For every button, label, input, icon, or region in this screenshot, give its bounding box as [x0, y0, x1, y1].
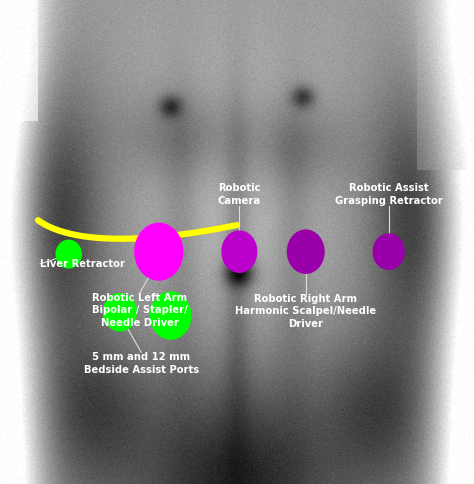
Text: 5 mm and 12 mm
Bedside Assist Ports: 5 mm and 12 mm Bedside Assist Ports: [84, 352, 199, 375]
Ellipse shape: [287, 229, 325, 274]
Text: Robotic Left Arm
Bipolar / Stapler/
Needle Driver: Robotic Left Arm Bipolar / Stapler/ Need…: [92, 293, 188, 328]
Ellipse shape: [134, 223, 183, 281]
Text: Robotic Assist
Grasping Retractor: Robotic Assist Grasping Retractor: [335, 183, 443, 206]
Text: Robotic
Camera: Robotic Camera: [218, 183, 261, 206]
Ellipse shape: [103, 293, 137, 332]
Ellipse shape: [150, 291, 191, 340]
Ellipse shape: [373, 233, 405, 270]
Ellipse shape: [221, 230, 257, 273]
Text: Robotic Right Arm
Harmonic Scalpel/Needle
Driver: Robotic Right Arm Harmonic Scalpel/Needl…: [235, 294, 376, 329]
Text: Liver Retractor: Liver Retractor: [40, 259, 125, 269]
Ellipse shape: [55, 240, 82, 269]
